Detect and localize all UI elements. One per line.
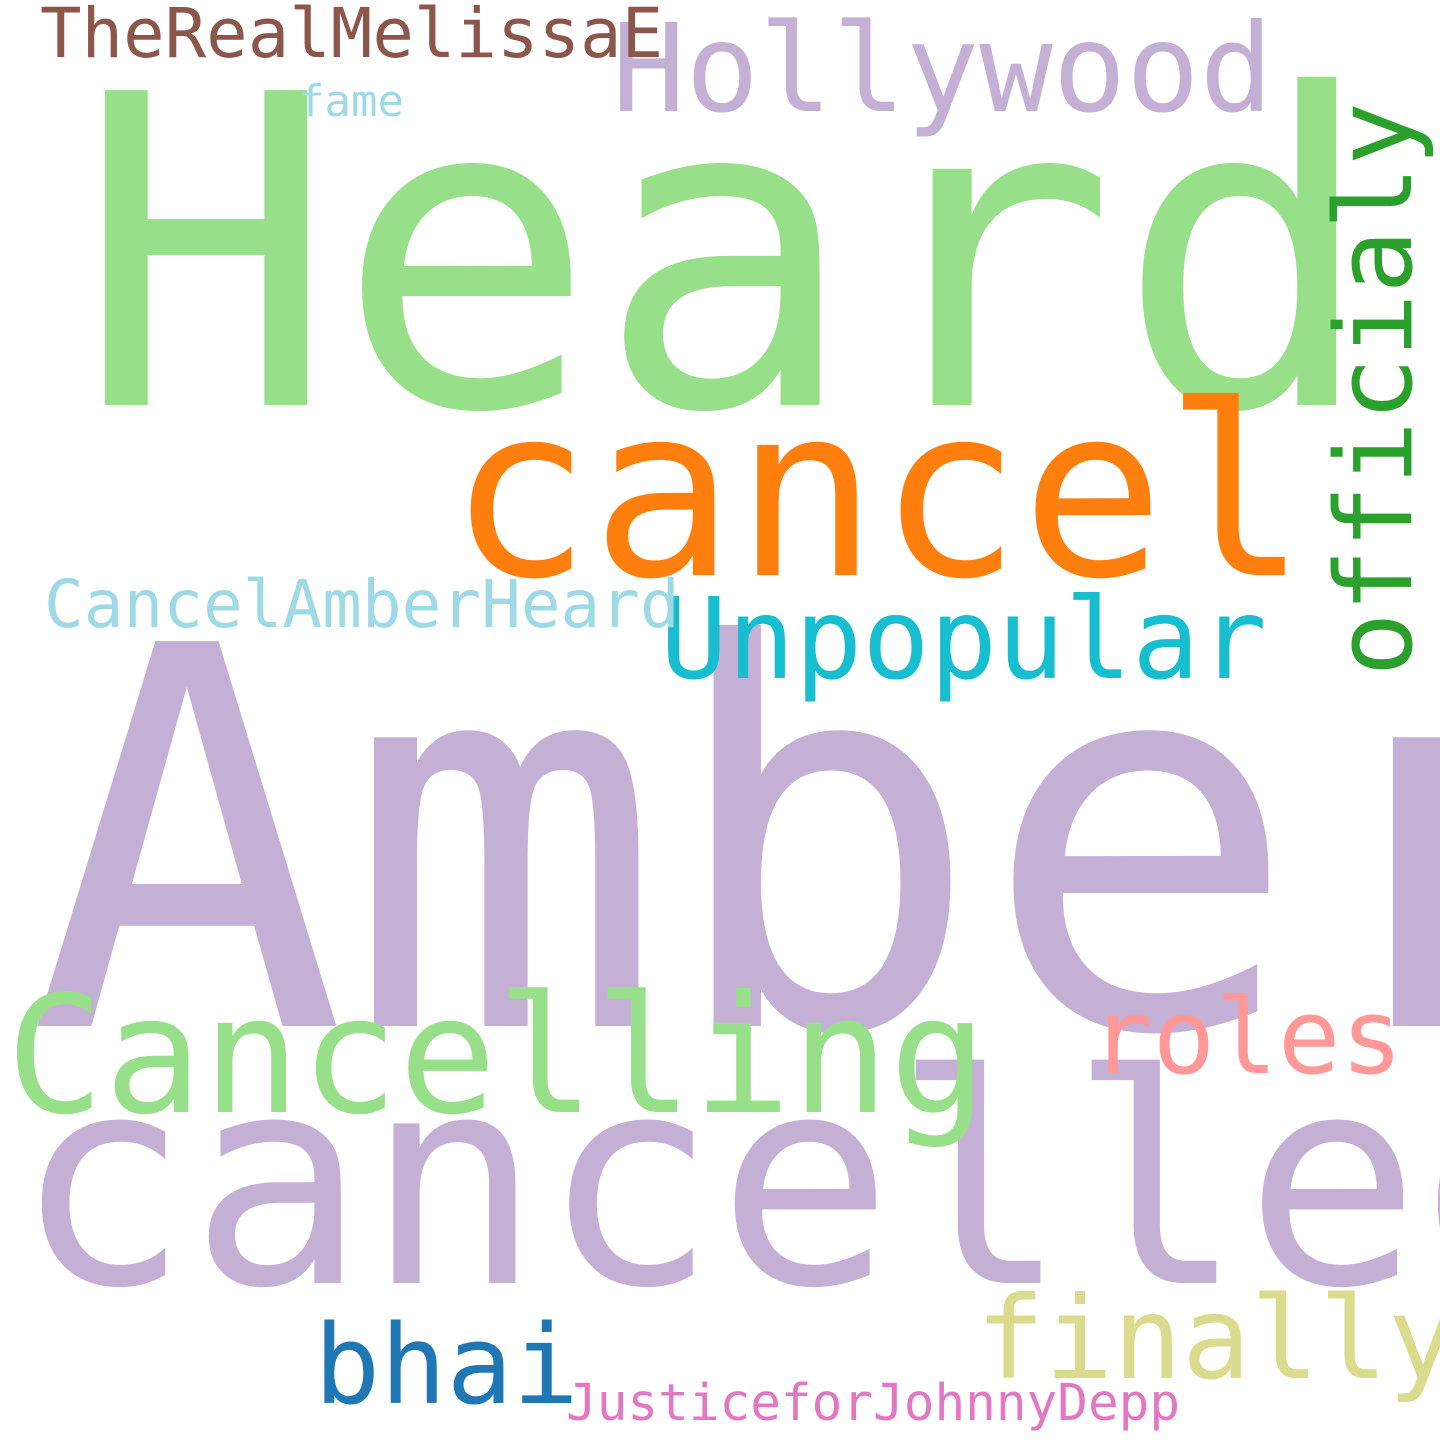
word-amber: Amber xyxy=(28,536,1440,1151)
word-bhai: bhai xyxy=(314,1301,579,1429)
word-cancelamberheard: CancelAmberHeard xyxy=(44,566,680,643)
word-justiceforjohnnydepp: JusticeforJohnnyDepp xyxy=(566,1374,1181,1433)
word-cancel: cancel xyxy=(448,355,1308,632)
word-unpopular: Unpopular xyxy=(660,575,1267,705)
word-roles: roles xyxy=(1090,976,1404,1098)
word-finally: finally xyxy=(976,1272,1440,1405)
word-therealmelissae: TheRealMelissaE xyxy=(40,0,664,74)
word-cancelled: cancelled xyxy=(14,1012,1440,1352)
word-hollywood: Hollywood xyxy=(612,0,1274,140)
word-fame: fame xyxy=(298,76,404,127)
word-officialy: officialy xyxy=(1313,102,1436,677)
word-heard: Heard xyxy=(76,4,1377,507)
word-cancelling: Cancelling xyxy=(6,962,988,1151)
